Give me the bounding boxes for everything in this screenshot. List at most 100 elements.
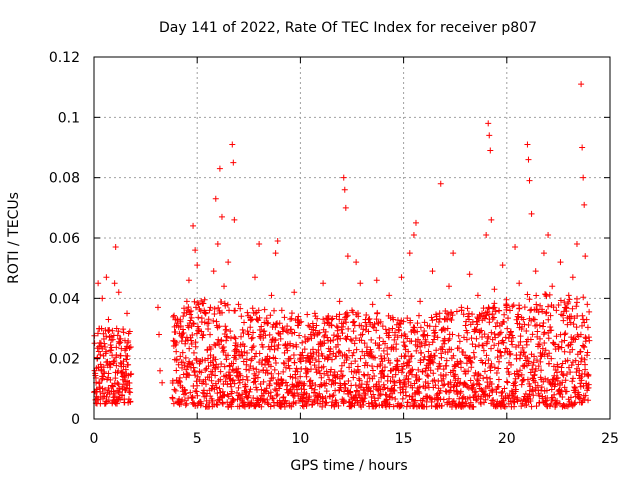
data-point xyxy=(266,331,273,338)
data-point xyxy=(258,331,265,338)
data-point xyxy=(322,328,329,335)
data-point xyxy=(402,352,409,359)
data-point xyxy=(283,344,290,351)
data-point xyxy=(549,394,556,401)
data-point xyxy=(352,335,359,342)
data-point xyxy=(517,338,524,345)
data-point xyxy=(512,386,519,393)
data-point xyxy=(486,132,493,139)
data-point xyxy=(544,353,551,360)
data-point xyxy=(219,388,226,395)
data-point xyxy=(516,305,523,312)
data-point xyxy=(366,375,373,382)
data-point xyxy=(182,390,189,397)
data-point xyxy=(171,386,178,393)
data-point xyxy=(218,213,225,220)
data-point xyxy=(101,368,108,375)
data-point xyxy=(333,333,340,340)
data-point xyxy=(521,304,528,311)
data-point xyxy=(462,322,469,329)
data-point xyxy=(441,340,448,347)
data-point xyxy=(369,363,376,370)
data-point xyxy=(510,302,517,309)
data-point xyxy=(429,268,436,275)
data-point xyxy=(397,403,404,410)
data-point xyxy=(577,349,584,356)
chart-title: Day 141 of 2022, Rate Of TEC Index for r… xyxy=(159,20,537,36)
data-point xyxy=(292,375,299,382)
data-point xyxy=(472,343,479,350)
data-point xyxy=(177,353,184,360)
data-point xyxy=(429,317,436,324)
data-point xyxy=(267,377,274,384)
data-point xyxy=(413,372,420,379)
data-point xyxy=(275,341,282,348)
data-point xyxy=(513,368,520,375)
data-point xyxy=(523,327,530,334)
data-point xyxy=(170,337,177,344)
data-point xyxy=(425,364,432,371)
data-point xyxy=(328,402,335,409)
data-point xyxy=(426,341,433,348)
data-point xyxy=(246,388,253,395)
data-point xyxy=(221,392,228,399)
data-point xyxy=(111,390,118,397)
data-point xyxy=(117,396,124,403)
data-point xyxy=(524,291,531,298)
data-point xyxy=(531,371,538,378)
data-point xyxy=(414,328,421,335)
data-point xyxy=(408,367,415,374)
data-point xyxy=(267,389,274,396)
data-point xyxy=(503,378,510,385)
data-point xyxy=(537,335,544,342)
data-point xyxy=(271,366,278,373)
data-point xyxy=(577,383,584,390)
data-point xyxy=(128,370,135,377)
data-point xyxy=(440,396,447,403)
data-point xyxy=(426,323,433,330)
data-point xyxy=(512,379,519,386)
data-point xyxy=(205,325,212,332)
data-point xyxy=(435,318,442,325)
data-point xyxy=(496,330,503,337)
data-point xyxy=(349,352,356,359)
data-point xyxy=(280,368,287,375)
data-point xyxy=(196,376,203,383)
data-point xyxy=(272,250,279,257)
data-point xyxy=(303,401,310,408)
data-point xyxy=(402,376,409,383)
data-point xyxy=(363,312,370,319)
data-point xyxy=(456,338,463,345)
data-point xyxy=(274,238,281,245)
data-point xyxy=(581,344,588,351)
data-point xyxy=(273,387,280,394)
data-point xyxy=(195,314,202,321)
data-point xyxy=(552,381,559,388)
data-point xyxy=(206,307,213,314)
data-point xyxy=(371,397,378,404)
data-point xyxy=(342,204,349,211)
data-point xyxy=(391,336,398,343)
data-point xyxy=(529,331,536,338)
data-point xyxy=(260,328,267,335)
data-point xyxy=(386,401,393,408)
data-point xyxy=(292,400,299,407)
data-point xyxy=(205,363,212,370)
data-point xyxy=(468,359,475,366)
data-point xyxy=(410,231,417,238)
data-point xyxy=(198,328,205,335)
data-point xyxy=(584,324,591,331)
data-point xyxy=(396,327,403,334)
data-point xyxy=(536,392,543,399)
data-point xyxy=(317,381,324,388)
data-point xyxy=(484,338,491,345)
data-point xyxy=(180,326,187,333)
data-point xyxy=(281,360,288,367)
data-point xyxy=(344,253,351,260)
data-point xyxy=(214,241,221,248)
data-point xyxy=(499,262,506,269)
data-point xyxy=(443,357,450,364)
data-point xyxy=(549,397,556,404)
data-point xyxy=(307,366,314,373)
data-point xyxy=(568,362,575,369)
